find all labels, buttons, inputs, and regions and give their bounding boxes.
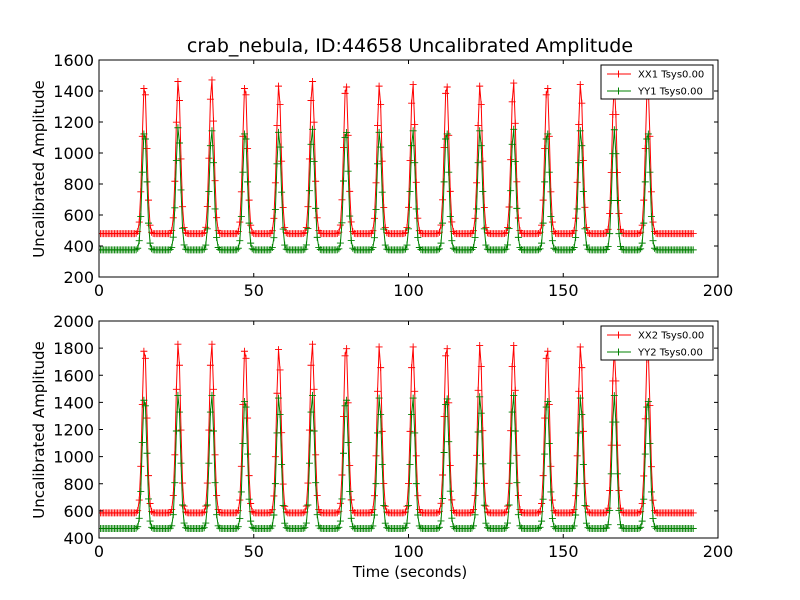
bottom-ytick-label: 400 [63,529,94,548]
top-legend-label-0: XX1 Tsys0.00 [638,70,704,81]
top-legend-marker-1 [615,87,622,95]
top-series-line-0 [99,79,694,235]
top-ytick-label: 200 [63,268,94,287]
bottom-plot: 0 50 100 150 200 400 600 800 1000 1200 1400 1600 180… [30,312,733,561]
bottom-xtick-label: 0 [94,542,104,561]
bottom-ytick-label: 1000 [53,448,94,467]
bottom-legend-label-1: YY2 Tsys0.00 [637,348,703,359]
bottom-ytick-label: 1600 [53,366,94,385]
top-ytick-label: 600 [63,206,94,225]
top-ytick-label: 1400 [53,82,94,101]
top-xtick-label: 0 [94,281,104,300]
top-ytick-label: 1000 [53,144,94,163]
top-legend: XX1 Tsys0.00 YY1 Tsys0.00 [600,64,714,100]
bottom-ytick-label: 1800 [53,339,94,358]
bottom-plot-area: 0 50 100 150 200 400 600 800 1000 1200 1400 1600 180… [53,312,733,561]
bottom-ytick-label: 1200 [53,421,94,440]
bottom-xtick-label: 100 [393,542,424,561]
top-ytick-label: 800 [63,175,94,194]
top-xtick-label: 150 [548,281,579,300]
bottom-ytick-label: 800 [63,475,94,494]
top-plot-area: 0 50 100 150 200 200 400 600 800 1000 1200 1400 1600 [53,51,733,300]
bottom-series-line-1 [99,395,694,530]
bottom-legend: XX2 Tsys0.00 YY2 Tsys0.00 [600,325,714,361]
bottom-xtick-label: 150 [548,542,579,561]
bottom-ylabel: Uncalibrated Amplitude [30,341,48,518]
x-axis-label: Time (seconds) [352,563,468,581]
bottom-ytick-label: 600 [63,502,94,521]
top-ylabel: Uncalibrated Amplitude [30,80,48,257]
bottom-ytick-label: 2000 [53,312,94,331]
top-xtick-label: 50 [244,281,264,300]
top-legend-marker-0 [615,70,622,78]
bottom-series-1 [99,391,697,533]
bottom-ytick-label: 1400 [53,393,94,412]
top-plot: 0 50 100 150 200 200 400 600 800 1000 1200 1400 1600… [30,51,733,300]
bottom-series-markers-0 [99,340,697,517]
top-series-1 [99,124,697,254]
top-series-0 [99,76,697,238]
bottom-legend-marker-0 [615,331,622,339]
bottom-series-0 [99,340,697,517]
top-xtick-label: 200 [703,281,734,300]
top-legend-label-1: YY1 Tsys0.00 [637,87,703,98]
bottom-xtick-label: 200 [703,542,734,561]
bottom-legend-label-0: XX2 Tsys0.00 [638,331,704,342]
top-xtick-label: 100 [393,281,424,300]
bottom-legend-box [600,325,714,361]
top-ytick-label: 400 [63,237,94,256]
bottom-series-line-0 [99,344,694,514]
bottom-legend-marker-1 [615,348,622,356]
bottom-xtick-label: 50 [244,542,264,561]
top-series-markers-1 [99,124,697,254]
bottom-series-markers-1 [99,391,697,533]
top-series-markers-0 [99,76,697,238]
top-ytick-label: 1200 [53,113,94,132]
figure-title: crab_nebula, ID:44658 Uncalibrated Ampli… [187,35,633,57]
top-ytick-label: 1600 [53,51,94,70]
top-legend-box [600,64,714,100]
